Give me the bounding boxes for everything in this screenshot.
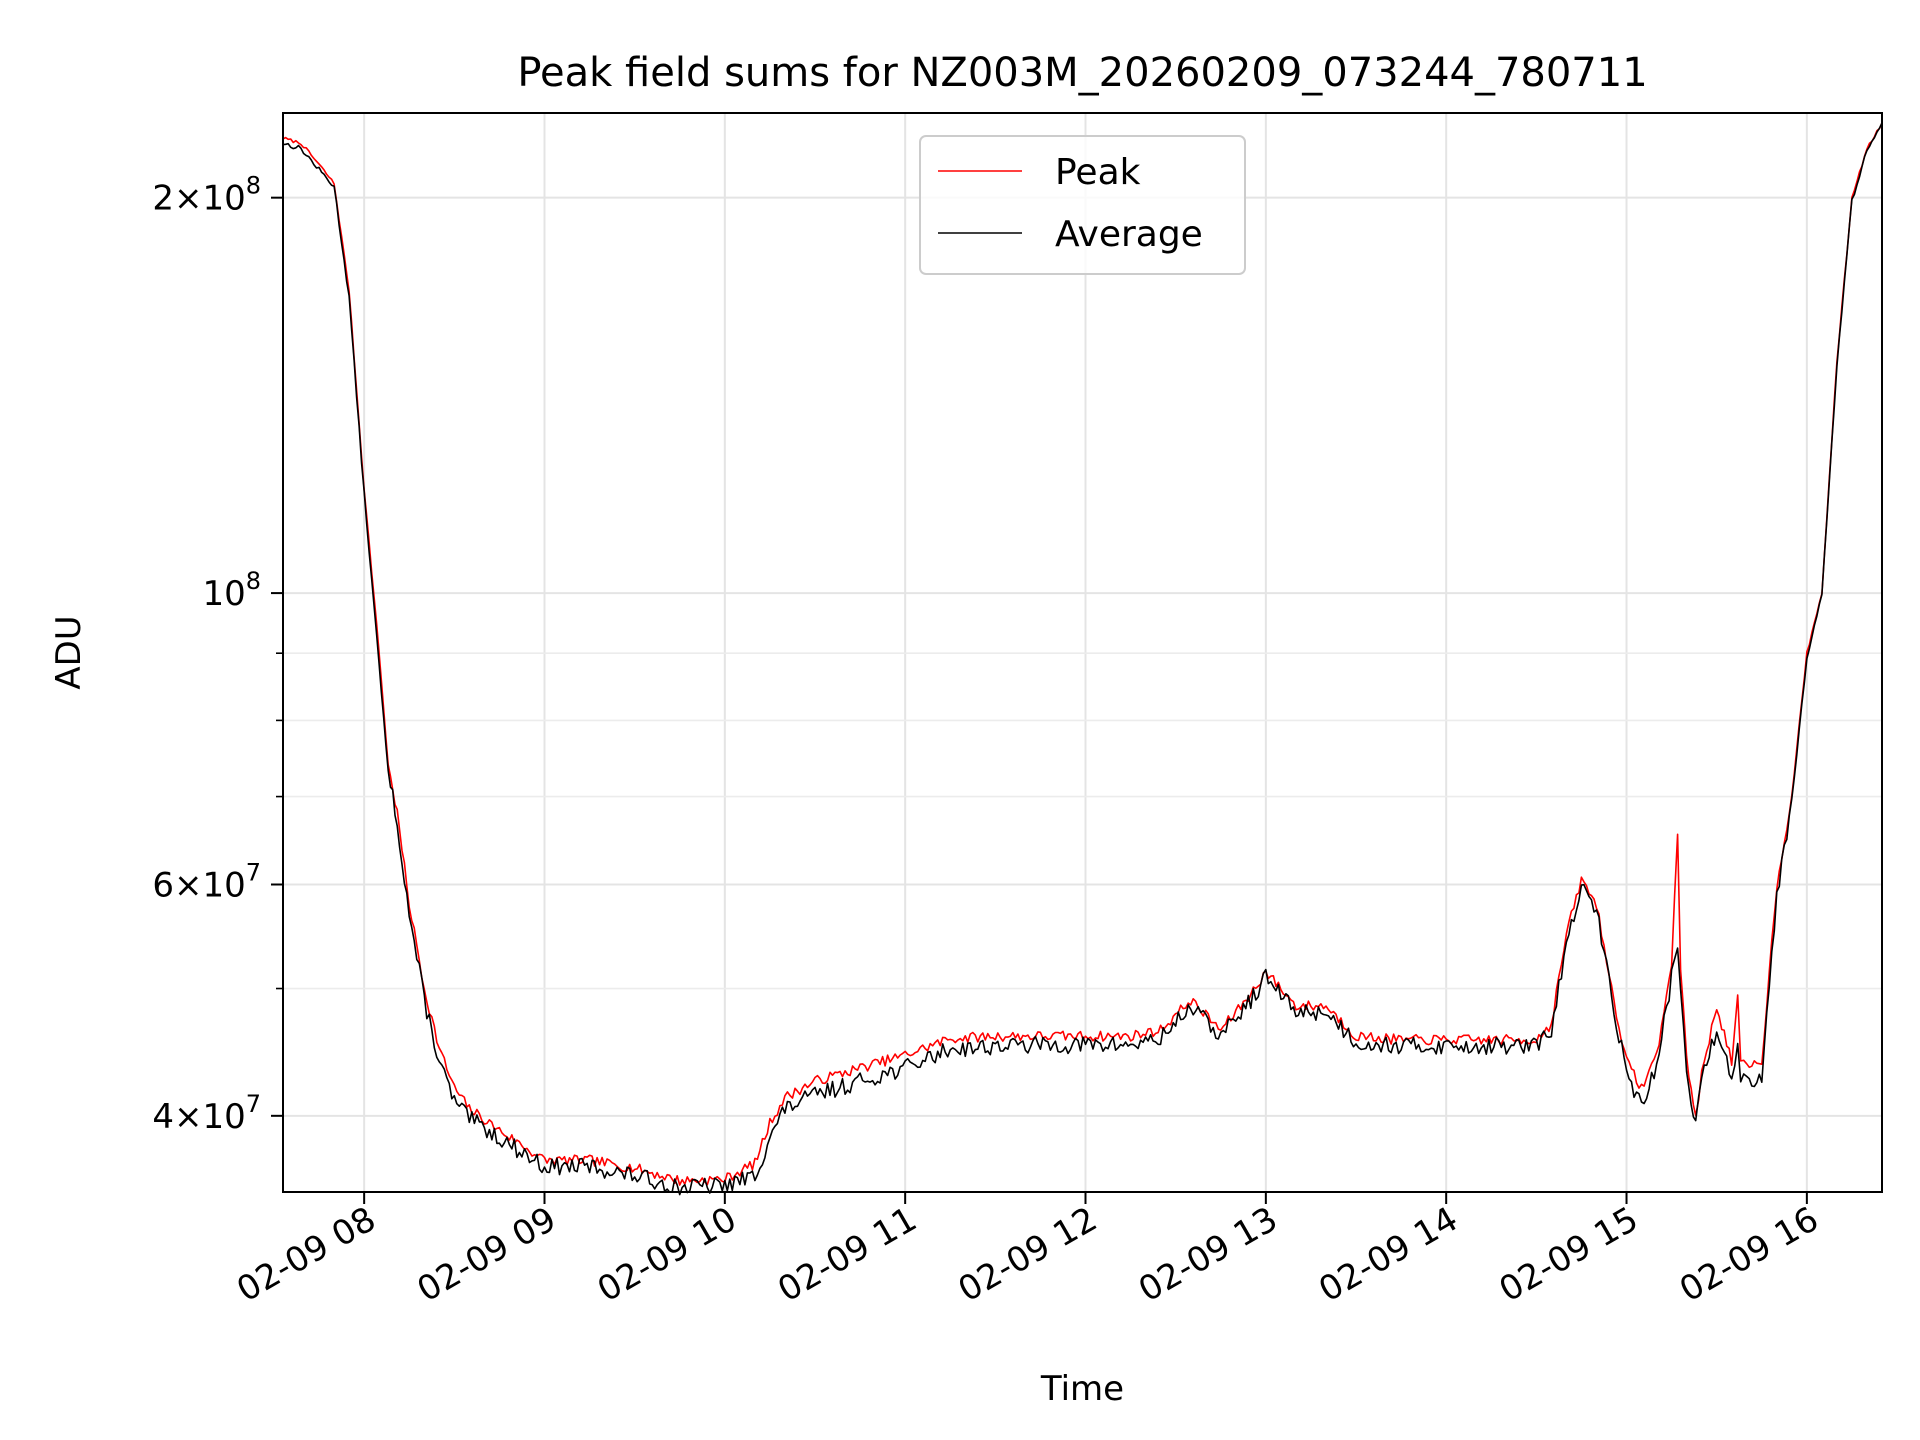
x-tick-label: 02-09 12 <box>952 1199 1104 1310</box>
series-line-average <box>282 122 1883 1196</box>
x-axis-label: Time <box>1040 1369 1124 1409</box>
series-layer <box>282 122 1883 1196</box>
x-axis: 02-09 08 02-09 09 02-09 10 02-09 11 02-09 12… <box>230 1192 1825 1310</box>
chart-title: Peak field sums for NZ003M_20260209_0732… <box>517 50 1647 96</box>
x-tick-label: 02-09 08 <box>230 1199 382 1310</box>
y-tick-label: 6×107 <box>152 859 261 906</box>
legend-label-average: Average <box>1055 214 1203 255</box>
x-tick-label: 02-09 13 <box>1132 1199 1284 1310</box>
x-tick-label: 02-09 09 <box>411 1199 563 1310</box>
series-line-peak <box>282 122 1883 1186</box>
x-tick-label: 02-09 10 <box>591 1199 743 1310</box>
y-tick-label: 4×107 <box>152 1090 261 1137</box>
x-tick-label: 02-09 14 <box>1312 1199 1464 1310</box>
legend: Peak Average <box>919 135 1246 275</box>
y-tick-label: 108 <box>202 567 261 614</box>
x-tick-label: 02-09 16 <box>1673 1199 1825 1310</box>
y-tick-label: 2×108 <box>152 172 261 219</box>
x-tick-label: 02-09 11 <box>771 1199 923 1310</box>
y-axis-label: ADU <box>49 615 89 689</box>
legend-label-peak: Peak <box>1055 152 1141 193</box>
y-axis: 4×107 6×107 108 2×108 <box>152 172 283 1137</box>
x-tick-label: 02-09 15 <box>1493 1199 1645 1310</box>
